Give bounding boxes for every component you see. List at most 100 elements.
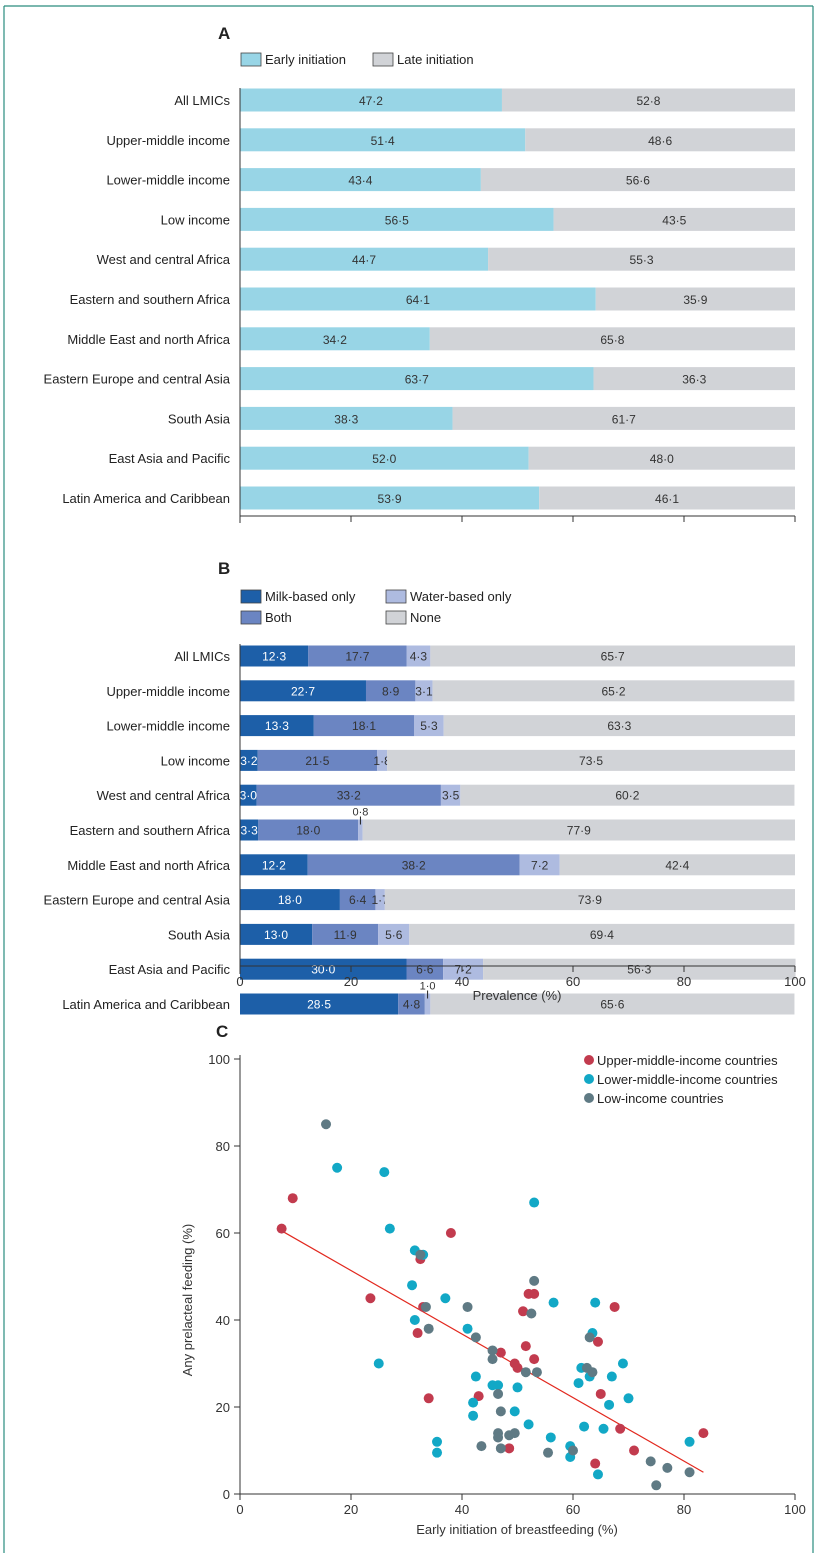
- bar-value-label: 3·5: [442, 789, 460, 803]
- point-lower-middle-income-countries: [432, 1447, 443, 1458]
- legend-label-water-based-only: Water-based only: [410, 589, 512, 604]
- bar-value-label: 47·2: [359, 94, 383, 108]
- bar-value-label: 65·2: [601, 684, 625, 698]
- x-tick-label: 0: [236, 1502, 243, 1517]
- y-tick-label: 40: [216, 1313, 230, 1328]
- bar-water-based-only: [377, 749, 388, 771]
- bar-value-label: 3·2: [240, 754, 258, 768]
- point-low-income-countries: [420, 1301, 431, 1312]
- x-tick-label: 100: [784, 1502, 806, 1517]
- panel-c-letter: C: [216, 1022, 228, 1041]
- point-upper-middle-income-countries: [518, 1306, 529, 1317]
- legend-swatch-water-based-only: [385, 589, 407, 604]
- bar-value-label: 48·6: [648, 134, 672, 148]
- point-upper-middle-income-countries: [529, 1288, 540, 1299]
- x-tick-label: 100: [784, 974, 806, 989]
- point-upper-middle-income-countries: [595, 1388, 606, 1399]
- legend-label-late-initiation: Late initiation: [397, 52, 474, 67]
- panel-a: A Early initiation Late initiation All LM…: [44, 24, 796, 523]
- category-label: Low income: [161, 753, 230, 768]
- bar-value-label: 52·0: [372, 452, 396, 466]
- legend-label-milk-based-only: Milk-based only: [265, 589, 356, 604]
- bar-value-label: 0·8: [352, 807, 368, 819]
- point-upper-middle-income-countries: [412, 1328, 423, 1339]
- bar-none: [430, 645, 795, 667]
- bar-milk-based-only: [240, 749, 258, 771]
- bar-late-initiation: [501, 88, 795, 112]
- bar-value-label: 28·5: [307, 998, 331, 1012]
- bar-milk-based-only: [240, 923, 313, 945]
- point-low-income-countries: [495, 1443, 506, 1454]
- bar-value-label: 5·3: [420, 719, 438, 733]
- point-lower-middle-income-countries: [407, 1280, 418, 1291]
- point-low-income-countries: [520, 1367, 531, 1378]
- point-low-income-countries: [543, 1447, 554, 1458]
- bar-none: [409, 923, 795, 945]
- point-low-income-countries: [321, 1119, 332, 1130]
- category-label: Lower-middle income: [106, 173, 230, 188]
- point-upper-middle-income-countries: [504, 1443, 515, 1454]
- point-low-income-countries: [587, 1367, 598, 1378]
- bar-value-label: 77·9: [567, 824, 591, 838]
- x-tick-label: 60: [566, 1502, 580, 1517]
- x-tick-label: 80: [677, 1502, 691, 1517]
- point-low-income-countries: [584, 1332, 595, 1343]
- bar-late-initiation: [553, 207, 795, 231]
- point-upper-middle-income-countries: [276, 1223, 287, 1234]
- panel-a-axis: [239, 88, 796, 523]
- bar-value-label: 73·9: [578, 893, 602, 907]
- bar-milk-based-only: [240, 715, 314, 737]
- point-lower-middle-income-countries: [384, 1223, 395, 1234]
- panel-b-legend: Milk-based only Water-based only Both None: [240, 589, 512, 625]
- category-label: Upper-middle income: [106, 133, 230, 148]
- category-label: Eastern and southern Africa: [70, 823, 231, 838]
- bar-none: [387, 749, 795, 771]
- point-low-income-countries: [423, 1323, 434, 1334]
- bar-value-label: 34·2: [323, 333, 347, 347]
- legend-label-both: Both: [265, 610, 292, 625]
- bar-value-label: 21·5: [305, 754, 329, 768]
- bar-both: [307, 854, 520, 876]
- panel-b-letter: B: [218, 559, 230, 578]
- bar-early-initiation: [240, 367, 594, 391]
- bar-value-label: 61·7: [612, 412, 636, 426]
- point-low-income-countries: [651, 1480, 662, 1491]
- bar-late-initiation: [429, 327, 795, 351]
- point-upper-middle-income-countries: [365, 1293, 376, 1304]
- bar-both: [257, 749, 378, 771]
- legend-swatch-early-initiation: [240, 52, 262, 67]
- point-low-income-countries: [662, 1462, 673, 1473]
- bar-value-label: 46·1: [655, 492, 679, 506]
- x-tick-label: 80: [677, 974, 691, 989]
- bar-value-label: 56·5: [385, 213, 409, 227]
- bar-value-label: 69·4: [590, 928, 614, 942]
- bar-value-label: 6·4: [349, 893, 367, 907]
- bar-milk-based-only: [240, 645, 309, 667]
- point-low-income-countries: [487, 1354, 498, 1365]
- point-low-income-countries: [531, 1367, 542, 1378]
- bar-value-label: 60·2: [615, 789, 639, 803]
- point-lower-middle-income-countries: [623, 1393, 634, 1404]
- category-label: South Asia: [168, 411, 231, 426]
- bar-value-label: 4·8: [403, 998, 421, 1012]
- bar-value-label: 44·7: [352, 253, 376, 267]
- panel-c-x-axis-title: Early initiation of breastfeeding (%): [416, 1522, 618, 1537]
- point-lower-middle-income-countries: [470, 1371, 481, 1382]
- bar-early-initiation: [240, 207, 554, 231]
- point-upper-middle-income-countries: [529, 1354, 540, 1365]
- bar-value-label: 65·6: [600, 998, 624, 1012]
- category-label: West and central Africa: [97, 252, 231, 267]
- point-lower-middle-income-countries: [409, 1315, 420, 1325]
- point-low-income-countries: [493, 1388, 504, 1399]
- bar-none: [443, 715, 795, 737]
- bar-value-label: 17·7: [345, 650, 369, 664]
- point-lower-middle-income-countries: [379, 1167, 390, 1178]
- bar-both: [339, 889, 376, 911]
- point-lower-middle-income-countries: [604, 1399, 615, 1410]
- bar-both: [312, 923, 379, 945]
- bar-milk-based-only: [240, 889, 340, 911]
- point-lower-middle-income-countries: [598, 1423, 609, 1434]
- bar-value-label: 38·3: [334, 412, 358, 426]
- bar-none: [430, 993, 795, 1015]
- point-lower-middle-income-countries: [684, 1436, 695, 1447]
